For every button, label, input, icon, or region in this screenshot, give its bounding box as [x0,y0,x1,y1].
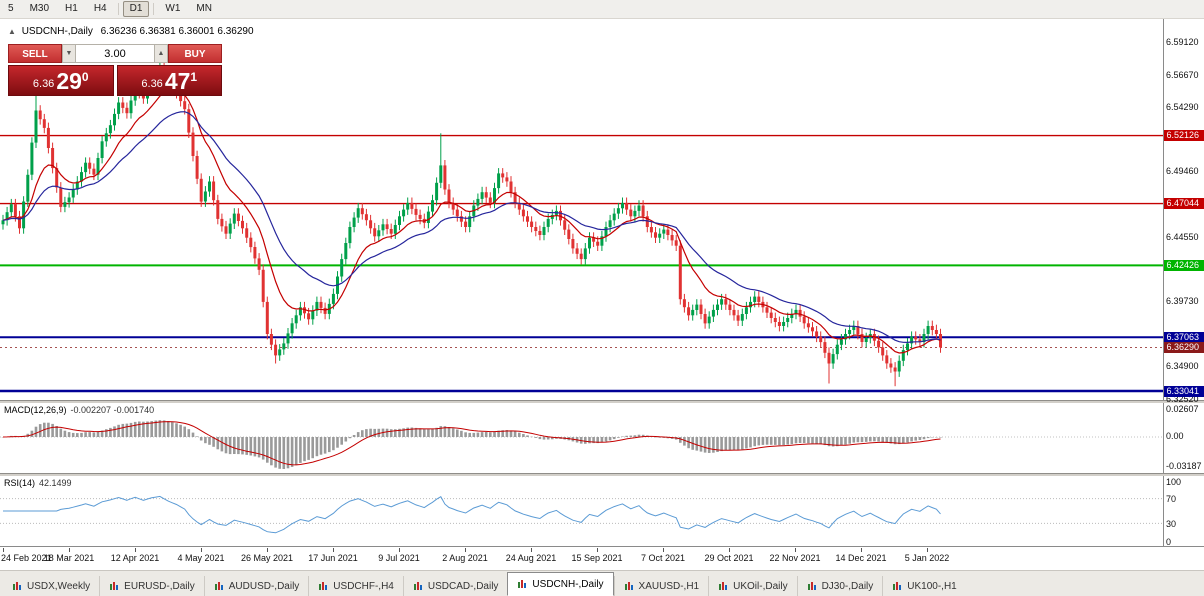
chart-tab-icon [807,581,816,590]
sell-price-button[interactable]: 6.36 29 0 [8,65,114,96]
price-axis-label: 6.32520 [1166,394,1199,404]
date-label: 24 Aug 2021 [505,553,557,563]
price-axis-label: 6.49460 [1166,166,1199,176]
timeframe-button-mn[interactable]: MN [196,3,212,14]
date-label: 12 Apr 2021 [110,553,160,563]
buy-price-pipette: 1 [190,70,198,84]
macd-values: -0.002207 -0.001740 [70,405,155,415]
chart-tab-icon [110,581,119,590]
chart-tab-icon [214,581,223,590]
bid-price-tag: 6.36290 [1163,342,1204,353]
rsi-value: 42.1499 [39,478,72,488]
chart-tab-icon [719,581,728,590]
timeframe-button-m5[interactable]: 5 [8,3,14,14]
rsi-axis-label: 0 [1166,537,1172,547]
chart-ohlc-values: 6.36236 6.36381 6.36001 6.36290 [100,26,254,37]
chart-tab-icon [413,581,422,590]
sell-button[interactable]: SELL [8,44,62,63]
buy-price-button[interactable]: 6.36 47 1 [116,65,222,96]
level-price-tag: 6.47044 [1163,198,1204,210]
timeframe-button-h4[interactable]: H4 [93,3,107,14]
rsi-indicator-canvas[interactable] [0,476,1163,546]
chart-tab-xauusd[interactable]: XAUUSD-,H1 [613,576,709,596]
sell-price-pipette: 0 [81,70,89,84]
sell-price-pips: 29 [56,68,82,94]
date-label: 4 May 2021 [177,553,225,563]
volume-decrease-button[interactable]: ▼ [62,44,76,63]
sell-price-base: 6.36 [32,78,55,90]
date-label: 17 Jun 2021 [308,553,358,563]
chart-tab-usdx[interactable]: USDX,Weekly [3,576,99,596]
panel-splitter-macd[interactable] [0,400,1204,403]
timeframe-button-d1[interactable]: D1 [122,1,150,17]
volume-input[interactable] [76,44,154,63]
date-label: 7 Oct 2021 [640,553,686,563]
macd-axis-label: 0.02607 [1166,404,1199,414]
date-label: 22 Nov 2021 [769,553,821,563]
rsi-axis-label: 100 [1166,477,1182,487]
chart-tab-eurusd[interactable]: EURUSD-,Daily [99,576,204,596]
rsi-axis-label: 70 [1166,494,1177,504]
macd-axis-label: 0.00 [1166,431,1184,441]
date-label: 5 Jan 2022 [904,553,950,563]
chart-tab-icon [319,581,328,590]
buy-price-pips: 47 [164,68,191,94]
one-click-trading-panel: SELL ▼ ▲ BUY 6.36 29 0 6.36 47 1 [8,44,222,96]
chart-tab-dj30[interactable]: DJ30-,Daily [796,576,883,596]
macd-axis-label: -0.03187 [1166,461,1202,471]
toolbar-separator [153,3,155,15]
chart-tab-usdcnh[interactable]: USDCNH-,Daily [507,572,614,596]
chart-tab-icon [518,579,527,588]
chart-tab-icon [13,581,21,590]
buy-button[interactable]: BUY [168,44,222,63]
chart-tab-icon [893,581,902,590]
volume-increase-button[interactable]: ▲ [154,44,168,63]
chart-tab-usdcad[interactable]: USDCAD-,Daily [402,576,508,596]
price-axis-label: 6.39730 [1166,296,1199,306]
chart-tab-usdchf[interactable]: USDCHF-,H4 [308,576,403,596]
date-label: 9 Jul 2021 [378,553,420,563]
date-label: 24 Feb 2021 [1,553,52,563]
date-label: 15 Sep 2021 [571,553,623,563]
rsi-title: RSI(14) 42.1499 [4,478,72,488]
chart-title: USDCNH-,Daily [21,26,93,37]
date-label: 29 Oct 2021 [704,553,754,563]
price-axis-label: 6.54290 [1166,102,1199,112]
date-label: 14 Dec 2021 [835,553,887,563]
macd-title: MACD(12,26,9) -0.002207 -0.001740 [4,405,155,415]
level-price-tag: 6.33041 [1163,385,1204,397]
price-axis-label: 6.34900 [1166,361,1199,371]
toolbar-separator [117,3,119,15]
chart-tab-bar: USDX,Weekly EURUSD-,Daily AUDUSD-,Daily … [0,570,1204,596]
rsi-axis-label: 30 [1166,519,1177,529]
one-click-collapse-icon[interactable]: ▲ [8,27,16,36]
level-price-tag: 6.52126 [1163,130,1204,142]
chart-tab-uk100[interactable]: UK100-,H1 [882,576,965,596]
date-label: 18 Mar 2021 [43,553,95,563]
buy-price-base: 6.36 [141,78,163,90]
price-axis-label: 6.59120 [1166,37,1199,47]
price-axis-label: 6.44550 [1166,232,1199,242]
timeframe-button-w1[interactable]: W1 [165,3,181,14]
chart-tab-icon [624,581,633,590]
level-price-tag: 6.42426 [1163,259,1204,271]
timeframe-button-m30[interactable]: M30 [29,3,50,14]
macd-indicator-canvas[interactable] [0,403,1163,473]
date-label: 2 Aug 2021 [442,553,488,563]
chart-tab-audusd[interactable]: AUDUSD-,Daily [203,576,309,596]
time-axis[interactable]: 24 Feb 2021 18 Mar 2021 12 Apr 2021 4 Ma… [0,546,1204,570]
price-axis-label: 6.56670 [1166,70,1199,80]
level-price-tag: 6.37063 [1163,331,1204,343]
chart-header: ▲ USDCNH-,Daily 6.36236 6.36381 6.36001 … [8,26,254,37]
timeframe-button-h1[interactable]: H1 [65,3,78,14]
chart-tab-ukoil[interactable]: UKOil-,Daily [708,576,796,596]
panel-splitter-rsi[interactable] [0,473,1204,476]
timeframe-toolbar: 5 M30 H1 H4 D1 W1 MN [0,0,1204,19]
date-label: 26 May 2021 [240,553,294,563]
price-axis[interactable] [1163,18,1204,546]
